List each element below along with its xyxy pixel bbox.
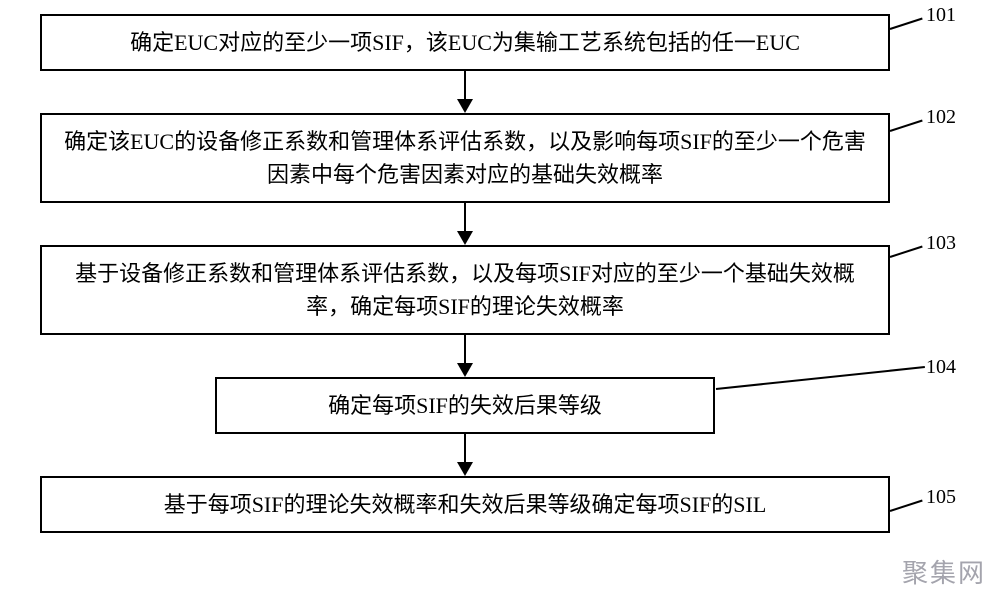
arrow-line	[464, 335, 466, 363]
flowchart: 确定EUC对应的至少一项SIF，该EUC为集输工艺系统包括的任一EUC 确定该E…	[40, 14, 890, 533]
arrow-head-icon	[457, 462, 473, 476]
step-label-102: 102	[926, 106, 956, 129]
leader-line-102	[890, 120, 923, 132]
step-text-103: 基于设备修正系数和管理体系评估系数，以及每项SIF对应的至少一个基础失效概率，确…	[62, 257, 868, 323]
leader-line-101	[890, 18, 923, 30]
watermark-text: 聚集网	[902, 553, 986, 590]
step-box-103: 基于设备修正系数和管理体系评估系数，以及每项SIF对应的至少一个基础失效概率，确…	[40, 245, 890, 335]
arrow-line	[464, 434, 466, 462]
step-label-104: 104	[926, 356, 956, 379]
leader-line-105	[890, 500, 923, 512]
step-label-103: 103	[926, 232, 956, 255]
step-text-101: 确定EUC对应的至少一项SIF，该EUC为集输工艺系统包括的任一EUC	[130, 26, 800, 59]
step-text-104: 确定每项SIF的失效后果等级	[328, 389, 602, 422]
arrow-head-icon	[457, 231, 473, 245]
arrow-head-icon	[457, 99, 473, 113]
step-label-101: 101	[926, 4, 956, 27]
step-text-105: 基于每项SIF的理论失效概率和失效后果等级确定每项SIF的SIL	[164, 488, 767, 521]
step-box-105: 基于每项SIF的理论失效概率和失效后果等级确定每项SIF的SIL	[40, 476, 890, 533]
arrow-2	[457, 203, 473, 245]
step-label-105: 105	[926, 486, 956, 509]
arrow-line	[464, 71, 466, 99]
arrow-head-icon	[457, 363, 473, 377]
step-text-102: 确定该EUC的设备修正系数和管理体系评估系数，以及影响每项SIF的至少一个危害因…	[62, 125, 868, 191]
arrow-3	[457, 335, 473, 377]
leader-line-103	[890, 246, 923, 258]
step-box-102: 确定该EUC的设备修正系数和管理体系评估系数，以及影响每项SIF的至少一个危害因…	[40, 113, 890, 203]
arrow-4	[457, 434, 473, 476]
arrow-line	[464, 203, 466, 231]
step-box-101: 确定EUC对应的至少一项SIF，该EUC为集输工艺系统包括的任一EUC	[40, 14, 890, 71]
arrow-1	[457, 71, 473, 113]
step-box-104: 确定每项SIF的失效后果等级	[215, 377, 715, 434]
